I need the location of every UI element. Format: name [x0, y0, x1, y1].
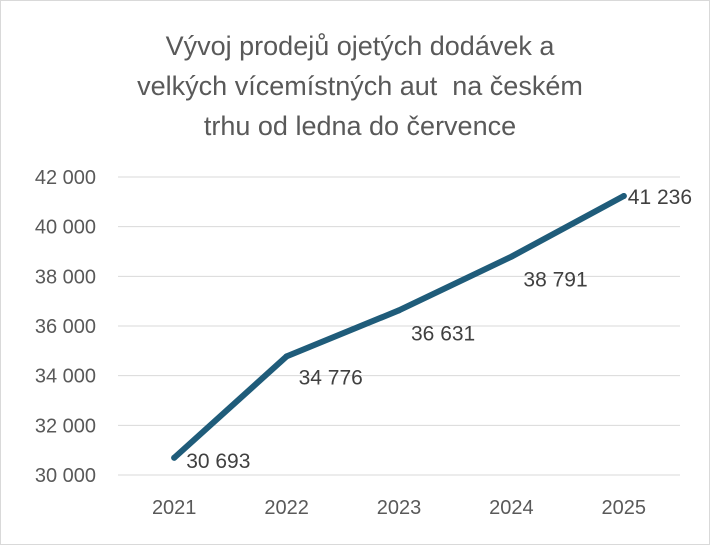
data-point — [396, 307, 402, 314]
chart-title: Vývoj prodejů ojetých dodávek a velkých … — [60, 26, 660, 146]
x-tick-label: 2022 — [264, 497, 309, 519]
data-point — [508, 253, 515, 260]
y-tick-label: 40 000 — [35, 217, 96, 239]
data-label: 34 776 — [299, 366, 363, 389]
x-tick-label: 2024 — [489, 497, 534, 519]
series-line — [171, 192, 627, 461]
y-tick-label: 30 000 — [35, 465, 96, 487]
y-tick-label: 32 000 — [35, 415, 96, 437]
data-label: 38 791 — [523, 269, 587, 292]
y-tick-label: 42 000 — [35, 167, 96, 189]
x-tick-label: 2025 — [602, 497, 647, 519]
x-tick-label: 2021 — [152, 497, 197, 519]
y-tick-label: 38 000 — [35, 266, 96, 288]
data-label: 36 631 — [411, 322, 475, 345]
data-point — [620, 192, 627, 199]
data-point — [283, 353, 290, 360]
chart-title-line-1: Vývoj prodejů ojetých dodávek a — [165, 31, 555, 61]
y-tick-label: 36 000 — [35, 316, 96, 338]
data-label: 41 236 — [628, 186, 692, 209]
chart-title-line-3: trhu od ledna do července — [203, 111, 517, 141]
data-point — [171, 454, 178, 461]
y-tick-label: 34 000 — [35, 366, 96, 388]
chart-title-line-2: velkých vícemístných aut na českém — [137, 71, 583, 101]
x-tick-label: 2023 — [377, 497, 422, 519]
data-label: 30 693 — [186, 450, 250, 473]
